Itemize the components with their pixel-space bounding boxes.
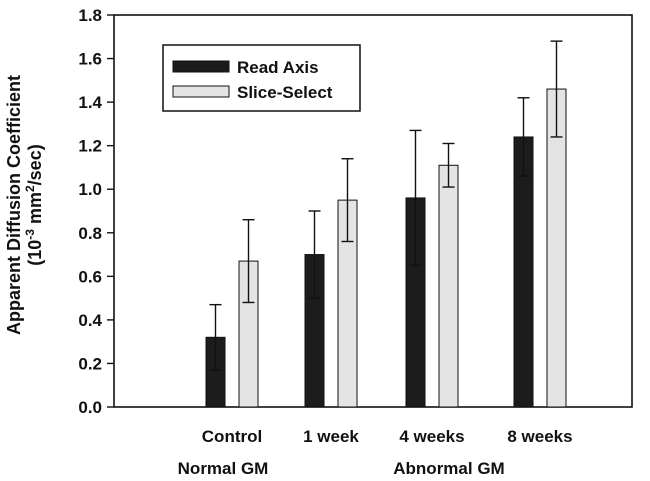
y-tick-label: 0.8 <box>78 224 102 243</box>
y-tick-label: 1.6 <box>78 50 102 69</box>
y-axis-title-line2: (10-3 mm2/sec) <box>23 144 45 265</box>
y-tick-label: 1.8 <box>78 6 102 25</box>
x-tick-label: Control <box>202 427 262 446</box>
x-tick-label: 4 weeks <box>399 427 464 446</box>
legend-box <box>162 44 361 112</box>
y-tick-label: 0.2 <box>78 354 102 373</box>
y-tick-label: 1.0 <box>78 180 102 199</box>
y-axis-title-line1: Apparent Diffusion Coefficient <box>4 75 24 335</box>
legend-swatch-read-axis <box>172 60 230 73</box>
y-tick-label: 0.0 <box>78 398 102 417</box>
y-tick-label: 0.6 <box>78 267 102 286</box>
group-label: Abnormal GM <box>393 459 504 478</box>
y-tick-label: 1.2 <box>78 137 102 156</box>
x-tick-label: 8 weeks <box>507 427 572 446</box>
legend-swatch-slice-select <box>172 85 230 98</box>
x-tick-label: 1 week <box>303 427 359 446</box>
bar-slice-select-4-weeks <box>438 164 459 408</box>
legend-label-read-axis: Read Axis <box>237 58 319 77</box>
x-axis-labels: Control 1 week 4 weeks 8 weeks Normal GM Abno… <box>178 427 573 478</box>
legend: Read Axis Slice-Select <box>162 44 361 112</box>
y-tick-label: 1.4 <box>78 93 102 112</box>
plot-frame <box>113 14 633 408</box>
y-axis: 0.0 0.2 0.4 0.6 0.8 1.0 1.2 1.4 1.6 1.8 <box>78 6 114 417</box>
y-axis-title: Apparent Diffusion Coefficient (10-3 mm2… <box>4 75 45 335</box>
bar-area <box>205 40 567 408</box>
group-label: Normal GM <box>178 459 269 478</box>
legend-label-slice-select: Slice-Select <box>237 83 333 102</box>
bar-read-axis-8-weeks <box>513 136 534 408</box>
y-tick-label: 0.4 <box>78 311 102 330</box>
